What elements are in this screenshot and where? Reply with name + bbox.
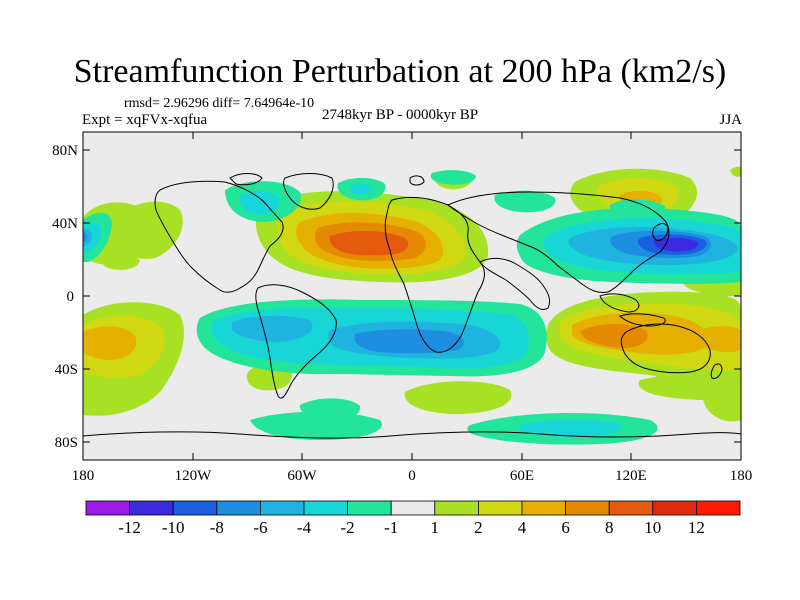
contour-mid-asia-cyan [494,190,556,213]
colorbar-swatch [85,500,130,516]
coast-antarctica [83,431,741,439]
colorbar-swatch [696,500,741,516]
colorbar-label: 8 [605,518,614,537]
coast-se-asia [599,293,640,313]
contour-npac-low-4 [83,232,88,242]
contour-soatl-green-2 [404,381,512,415]
season-label: JJA [719,112,742,128]
experiment-label: Expt = xqFVx-xqfua [82,112,208,128]
lon-axis: 180 120W 60W 0 60E 120E 180 [72,132,753,484]
coast-asia [447,191,670,293]
colorbar-label: 12 [688,518,705,537]
colorbar-swatch [129,500,174,516]
colorbar-swatch [347,500,392,516]
lon-label-60w: 60W [287,468,317,484]
contour-so-low-bottom-2 [520,419,623,438]
chart-title: Streamfunction Perturbation at 200 hPa (… [73,53,727,90]
lon-label-60e: 60E [510,468,534,484]
colorbar: -12 -10 -8 -6 -4 -2 -1 1 2 4 6 8 10 12 [85,500,741,537]
colorbar-label: 6 [561,518,570,537]
lat-label-0: 0 [67,289,75,305]
contour-n-cyan-far-east [430,170,476,185]
lat-axis: 80N 40N 0 40S 80S [52,143,741,451]
colorbar-label: 1 [431,518,440,537]
colorbar-label: -12 [118,518,141,537]
colorbar-swatch [390,500,436,516]
colorbar-label: 2 [474,518,483,537]
lon-label-180e: 180 [730,468,753,484]
contour-n-cyan-small-2 [350,183,372,195]
colorbar-label: -6 [253,518,267,537]
colorbar-swatch [216,500,261,516]
coast-arabia-india [479,257,551,311]
contour-africa-high-10 [329,230,409,256]
lat-label-80s: 80S [55,435,78,451]
contour-sh-low-3 [232,315,313,342]
coast-japan [652,223,669,241]
rmsd-annotation: rmsd= 2.96296 diff= 7.64964e-10 [124,96,315,111]
contour-ne-edge [730,166,741,177]
contour-sa-cyan [299,398,361,421]
coast-north-america [154,180,284,293]
coast-indonesia [619,313,666,327]
contour-sh-low-4 [354,329,464,354]
coast-new-zealand [710,363,723,379]
coast-australia [620,323,711,374]
lat-label-80n: 80N [52,143,78,159]
colorbar-label: -2 [341,518,355,537]
lon-label-120e: 120E [615,468,647,484]
colorbar-label: -8 [210,518,224,537]
contour-wpac-low-8 [653,237,699,252]
colorbar-swatch [259,500,305,516]
contour-na-pac-green-2 [99,252,140,270]
coast-greenland [283,173,334,210]
coast-eur-africa [384,197,485,353]
lon-label-120w: 120W [175,468,213,484]
lat-label-40n: 40N [52,216,78,232]
colorbar-swatch [652,500,697,516]
contour-spac-high-6 [83,326,137,360]
colorbar-label: -4 [297,518,312,537]
colorbar-swatch [521,500,566,516]
lon-label-0: 0 [408,468,416,484]
period-label: 2748kyr BP - 0000kyr BP [322,107,479,123]
colorbar-swatch [477,500,523,516]
coastlines [83,173,741,439]
colorbar-label: 4 [518,518,527,537]
colorbar-swatch [434,500,479,516]
coast-svalbard [409,175,425,186]
colorbar-label: -1 [384,518,398,537]
colorbar-swatch [565,500,610,516]
contour-spac-low-bottom [250,411,382,440]
lon-label-180w: 180 [72,468,95,484]
lat-label-40s: 40S [55,362,78,378]
contour-ne-asia-cyan [609,199,666,219]
contour-fills [83,166,741,445]
contour-na-pac-green [112,201,183,259]
colorbar-swatch [172,500,218,516]
contour-br-green [638,374,741,401]
colorbar-swatch [608,500,654,516]
coast-arctic [229,173,263,186]
colorbar-label: 10 [644,518,661,537]
colorbar-swatch [303,500,348,516]
coast-south-america [255,284,337,399]
colorbar-label: -10 [162,518,185,537]
